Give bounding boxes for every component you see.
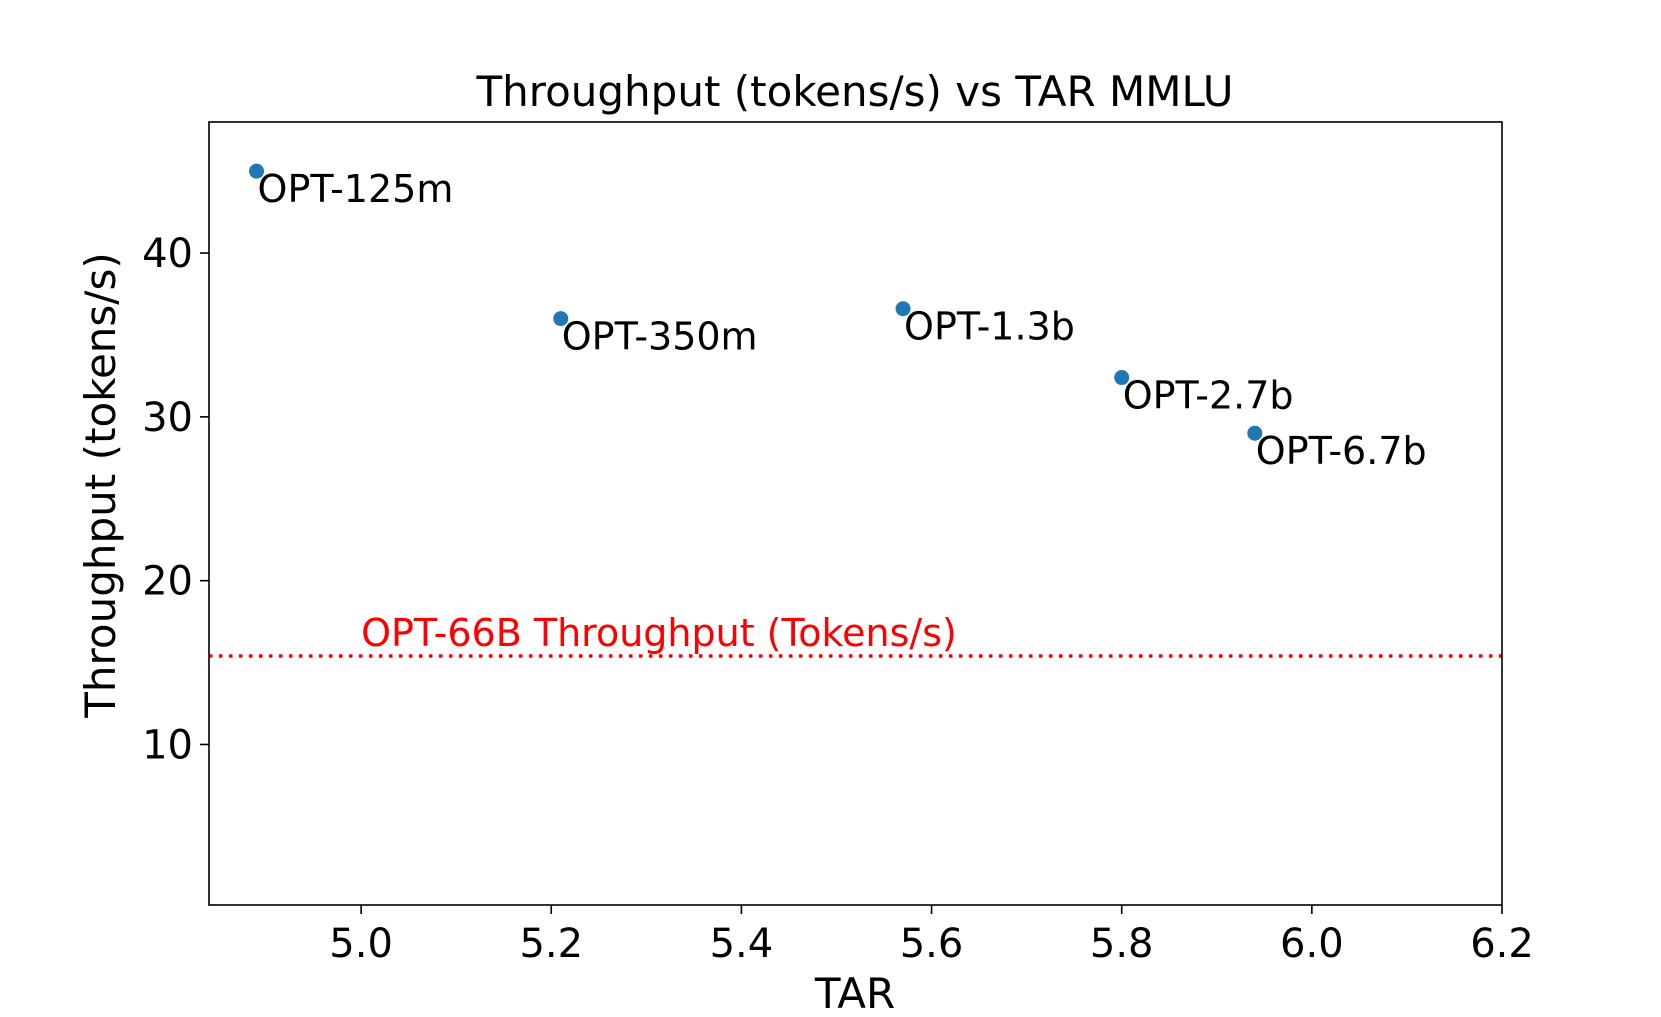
plot-frame — [208, 121, 1503, 906]
y-tick-label-2: 30 — [142, 395, 193, 441]
data-point-label-0: OPT-125m — [258, 167, 454, 211]
y-tick-label-3: 40 — [142, 231, 193, 277]
x-tick-label-2: 5.4 — [710, 921, 774, 967]
reference-line-label: OPT-66B Throughput (Tokens/s) — [361, 611, 957, 655]
chart-title: Throughput (tokens/s) vs TAR MMLU — [475, 67, 1233, 116]
y-axis-label: Throughput (tokens/s) — [76, 252, 125, 718]
y-tick-label-1: 20 — [142, 559, 193, 605]
y-tick-label-0: 10 — [142, 722, 193, 768]
data-point-label-4: OPT-6.7b — [1256, 429, 1427, 473]
data-point-label-2: OPT-1.3b — [904, 305, 1075, 349]
x-axis-label: TAR — [814, 969, 895, 1013]
x-tick-label-0: 5.0 — [329, 921, 393, 967]
x-tick-label-1: 5.2 — [519, 921, 583, 967]
x-tick-label-5: 6.0 — [1280, 921, 1344, 967]
data-point-label-3: OPT-2.7b — [1123, 374, 1294, 418]
data-point-label-1: OPT-350m — [562, 315, 758, 359]
plot-area: OPT-66B Throughput (Tokens/s) OPT-125m OPT… — [142, 121, 1534, 967]
data-point-3 — [1114, 370, 1130, 386]
data-point-4 — [1247, 425, 1263, 441]
data-point-0 — [249, 163, 265, 179]
data-point-1 — [553, 311, 569, 327]
x-tick-label-4: 5.8 — [1090, 921, 1154, 967]
data-point-2 — [895, 301, 911, 317]
x-tick-label-3: 5.6 — [900, 921, 964, 967]
x-tick-label-6: 6.2 — [1470, 921, 1534, 967]
